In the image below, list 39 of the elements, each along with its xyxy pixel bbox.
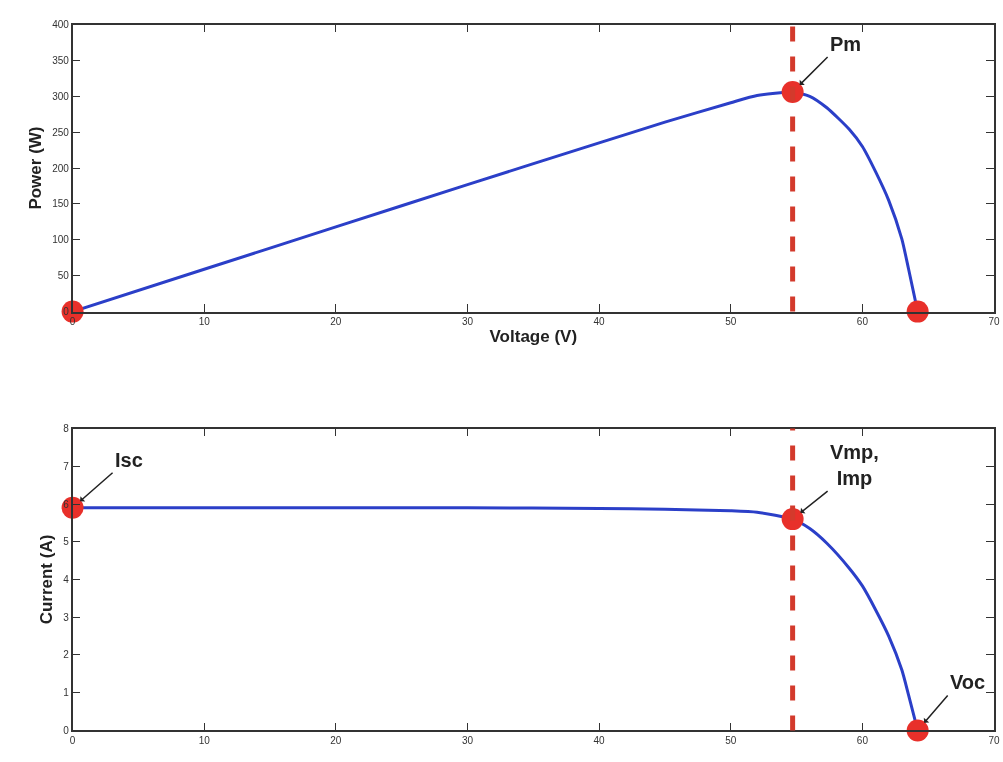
y-axis-title: Power (W) xyxy=(26,126,46,210)
y-tick-label: 3 xyxy=(63,611,70,623)
x-axis-title: Voltage (V) xyxy=(489,327,578,347)
y-tick-label: 0 xyxy=(63,724,70,736)
y-tick-label: 200 xyxy=(52,162,70,174)
y-tick-label: 350 xyxy=(52,54,70,66)
x-tick-label: 70 xyxy=(988,735,1001,747)
x-tick-label: 70 xyxy=(988,316,1001,328)
x-tick-label: 50 xyxy=(725,735,737,747)
y-tick-label: 5 xyxy=(63,536,70,548)
y-tick-label: 2 xyxy=(63,649,70,661)
y-tick-label: 250 xyxy=(52,126,70,138)
annotation: Vmp, Imp xyxy=(830,441,879,489)
x-tick-label: 20 xyxy=(330,735,342,747)
x-tick-label: 10 xyxy=(198,735,211,747)
y-tick-label: 100 xyxy=(52,234,70,246)
annotation: Pm xyxy=(830,33,862,55)
y-tick-label: 1 xyxy=(63,687,70,699)
annotation: Isc xyxy=(115,449,143,471)
y-axis-title: Current (A) xyxy=(37,534,57,625)
x-tick-label: 50 xyxy=(725,316,737,328)
y-tick-label: 4 xyxy=(63,574,70,585)
y-tick-label: 6 xyxy=(63,498,70,510)
y-tick-label: 0 xyxy=(63,306,70,318)
x-tick-label: 60 xyxy=(856,316,869,328)
x-tick-label: 40 xyxy=(593,316,606,328)
x-tick-label: 10 xyxy=(198,316,211,328)
x-tick-label: 30 xyxy=(461,735,474,747)
y-tick-label: 400 xyxy=(52,19,70,30)
annotation: Voc xyxy=(950,671,986,693)
y-tick-label: 300 xyxy=(52,90,70,102)
y-tick-label: 8 xyxy=(63,423,70,435)
y-tick-label: 50 xyxy=(57,270,70,282)
x-tick-label: 30 xyxy=(461,316,474,328)
x-tick-label: 40 xyxy=(593,735,606,747)
x-tick-label: 60 xyxy=(856,735,869,747)
y-tick-label: 7 xyxy=(63,460,70,472)
y-tick-label: 150 xyxy=(52,198,70,210)
x-tick-label: 20 xyxy=(330,316,342,328)
